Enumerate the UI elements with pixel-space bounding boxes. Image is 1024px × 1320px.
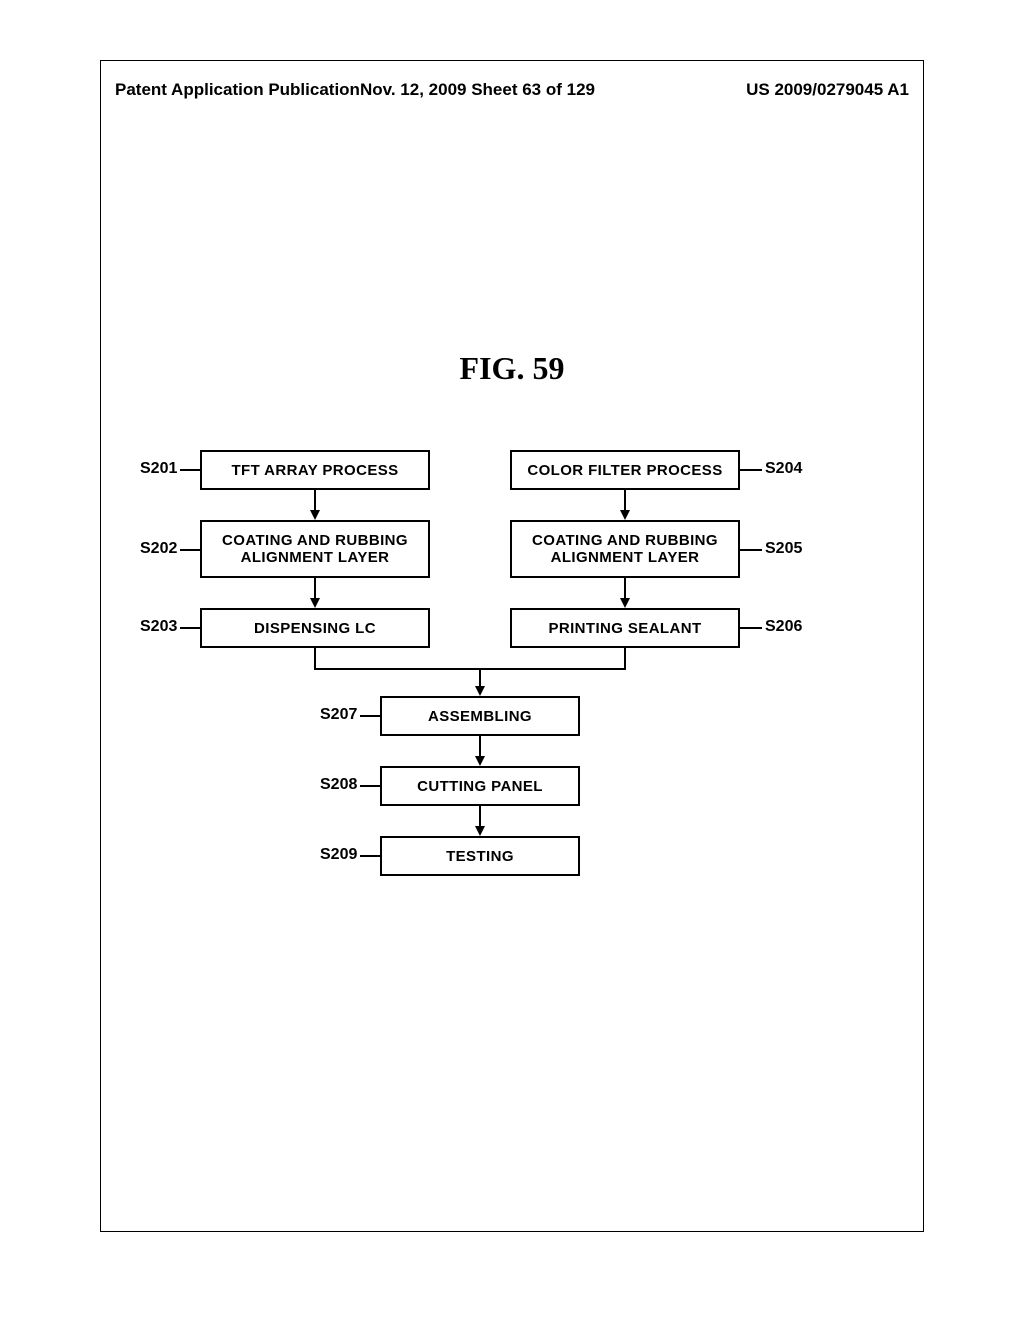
arrow-head-202-203 <box>310 598 320 608</box>
leader-s204 <box>740 469 762 471</box>
box-s208: CUTTING PANEL <box>380 766 580 806</box>
ref-s206: S206 <box>765 618 802 636</box>
box-s203: DISPENSING LC <box>200 608 430 648</box>
arrow-line-201-202 <box>314 490 316 512</box>
arrow-line-204-205 <box>624 490 626 512</box>
header-middle: Nov. 12, 2009 Sheet 63 of 129 <box>360 80 595 100</box>
box-s205: COATING AND RUBBING ALIGNMENT LAYER <box>510 520 740 578</box>
box-s204: COLOR FILTER PROCESS <box>510 450 740 490</box>
box-s201: TFT ARRAY PROCESS <box>200 450 430 490</box>
ref-s207: S207 <box>320 706 357 724</box>
arrow-head-205-206 <box>620 598 630 608</box>
arrow-head-merge <box>475 686 485 696</box>
merge-down <box>479 668 481 688</box>
box-s206: PRINTING SEALANT <box>510 608 740 648</box>
header-right: US 2009/0279045 A1 <box>746 80 909 100</box>
leader-s208 <box>360 785 380 787</box>
leader-s206 <box>740 627 762 629</box>
arrow-line-207-208 <box>479 736 481 758</box>
leader-s203 <box>180 627 200 629</box>
arrow-line-208-209 <box>479 806 481 828</box>
ref-s201: S201 <box>140 460 177 478</box>
merge-h <box>314 668 626 670</box>
ref-s204: S204 <box>765 460 802 478</box>
box-s207: ASSEMBLING <box>380 696 580 736</box>
arrow-head-207-208 <box>475 756 485 766</box>
merge-right-v <box>624 648 626 668</box>
page: Patent Application Publication Nov. 12, … <box>0 0 1024 1320</box>
box-s202: COATING AND RUBBING ALIGNMENT LAYER <box>200 520 430 578</box>
arrow-head-201-202 <box>310 510 320 520</box>
ref-s209: S209 <box>320 846 357 864</box>
ref-s208: S208 <box>320 776 357 794</box>
leader-s201 <box>180 469 200 471</box>
ref-s202: S202 <box>140 540 177 558</box>
ref-s205: S205 <box>765 540 802 558</box>
box-s209: TESTING <box>380 836 580 876</box>
merge-left-v <box>314 648 316 668</box>
leader-s207 <box>360 715 380 717</box>
arrow-head-208-209 <box>475 826 485 836</box>
header-left: Patent Application Publication <box>115 80 360 100</box>
arrow-head-204-205 <box>620 510 630 520</box>
arrow-line-202-203 <box>314 578 316 600</box>
ref-s203: S203 <box>140 618 177 636</box>
leader-s209 <box>360 855 380 857</box>
figure-title: FIG. 59 <box>0 350 1024 387</box>
leader-s202 <box>180 549 200 551</box>
arrow-line-205-206 <box>624 578 626 600</box>
leader-s205 <box>740 549 762 551</box>
